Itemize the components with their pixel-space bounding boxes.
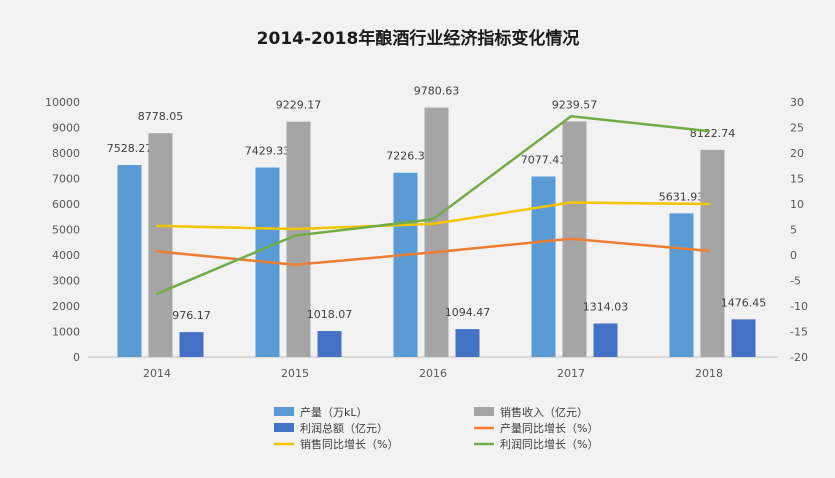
y2-tick-label: 20 [790,147,804,160]
y-tick-label: 5000 [52,224,80,237]
bar-value-label: 7226.3 [386,150,425,163]
x-tick-label: 2018 [695,367,723,380]
bar [286,121,311,358]
bar [117,165,142,357]
legend-label: 产量同比增长（%） [500,421,598,435]
bar-value-label: 7528.27 [107,142,153,155]
y-tick-label: 2000 [52,300,80,313]
y-tick-label: 3000 [52,275,80,288]
legend-label: 销售同比增长（%） [300,437,398,451]
bar-value-label: 9229.17 [276,99,322,112]
bar-value-label: 8778.05 [138,110,184,123]
y2-tick-label: 30 [790,96,804,109]
x-tick-label: 2015 [281,367,309,380]
y2-tick-label: -10 [790,300,808,313]
bar [531,176,556,357]
y-tick-label: 1000 [52,326,80,339]
bar-value-label: 9780.63 [414,85,460,98]
y2-tick-label: -15 [790,326,808,339]
bar-value-label: 1094.47 [445,306,491,319]
bar-value-label: 5631.93 [659,190,705,203]
bar [148,133,173,357]
series-line [155,201,711,231]
y2-tick-label: -20 [790,351,808,364]
y-tick-label: 0 [73,351,80,364]
y-tick-label: 6000 [52,198,80,211]
bar [593,323,618,357]
bar-value-label: 9239.57 [552,98,598,111]
bar-value-label: 976.17 [172,309,211,322]
bar-value-label: 7429.33 [245,145,291,158]
y-tick-label: 8000 [52,147,80,160]
legend-swatch [274,407,294,416]
bar [424,107,449,357]
bar [669,213,694,357]
y2-tick-label: -5 [790,275,801,288]
legend-swatch [274,423,294,432]
y-tick-label: 9000 [52,122,80,135]
bar [393,172,418,357]
bar [731,319,756,357]
y2-tick-label: 0 [790,249,797,262]
chart-title: 2014-2018年酿酒行业经济指标变化情况 [257,28,580,49]
bar-value-label: 1476.45 [721,296,767,309]
bar-value-label: 7077.41 [521,154,567,167]
series-line [155,115,711,296]
bar-value-label: 1314.03 [583,300,629,313]
legend-label: 销售收入（亿元） [500,405,588,419]
legend-swatch [474,407,494,416]
y2-tick-label: 5 [790,224,797,237]
bar-value-label: 1018.07 [307,308,353,321]
bar [317,331,342,357]
bar [455,329,480,357]
series-line [155,237,711,266]
y-tick-label: 4000 [52,249,80,262]
x-tick-label: 2016 [419,367,447,380]
bar [700,149,725,357]
y-tick-label: 7000 [52,173,80,186]
y-tick-label: 10000 [45,96,80,109]
bar [179,332,204,357]
y2-tick-label: 10 [790,198,804,211]
y2-tick-label: 15 [790,173,804,186]
x-tick-label: 2014 [143,367,171,380]
legend-label: 产量（万kL） [300,405,368,419]
y2-tick-label: 25 [790,122,804,135]
x-tick-label: 2017 [557,367,585,380]
legend-label: 利润总额（亿元） [300,421,388,435]
legend-label: 利润同比增长（%） [500,437,598,451]
